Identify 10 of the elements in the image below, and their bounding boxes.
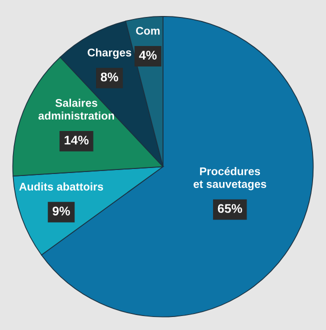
slice-label: Salaires administration — [38, 98, 114, 120]
slice-label: Procédures et sauvetages — [194, 166, 266, 190]
data-label: 9% — [52, 206, 70, 216]
data-label: 4% — [139, 50, 157, 60]
slice-label: Charges — [88, 48, 132, 59]
data-label: 8% — [100, 72, 118, 82]
data-label: 65% — [218, 204, 242, 213]
data-label: 14% — [64, 136, 89, 145]
slice-label: Audits abattoirs — [19, 182, 104, 191]
slice-label: Com — [136, 26, 160, 35]
